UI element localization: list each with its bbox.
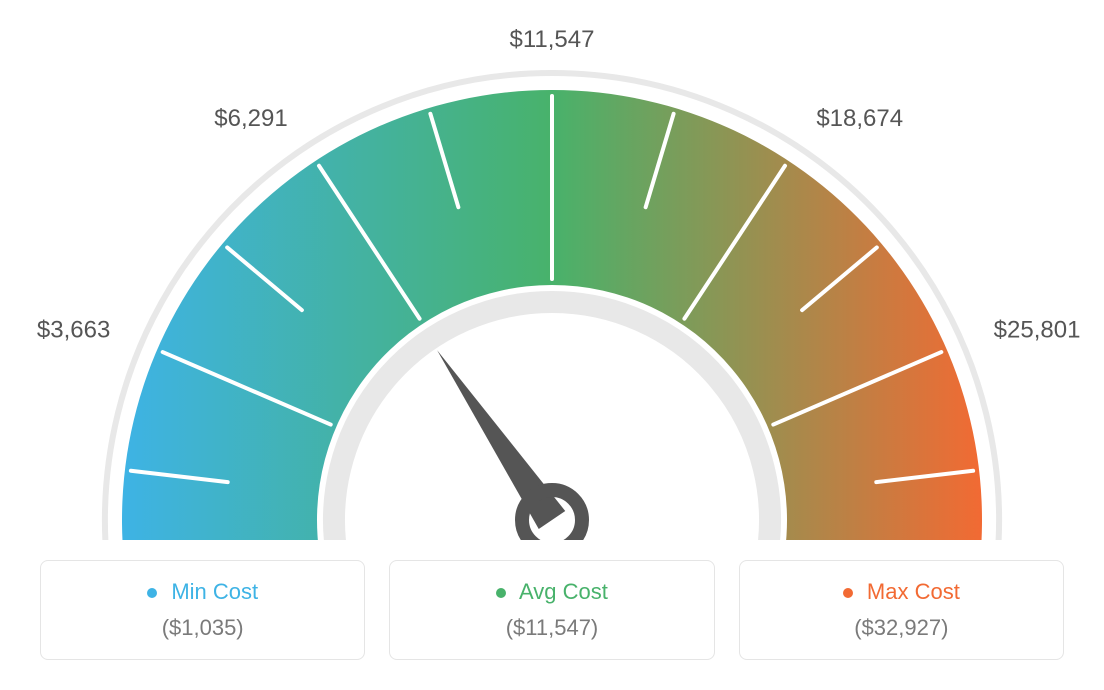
svg-text:$11,547: $11,547 <box>510 26 595 53</box>
legend-max-label: Max Cost <box>752 579 1051 605</box>
legend-avg-label: Avg Cost <box>402 579 701 605</box>
legend-max: Max Cost ($32,927) <box>739 560 1064 660</box>
legend-avg: Avg Cost ($11,547) <box>389 560 714 660</box>
legend-min-label: Min Cost <box>53 579 352 605</box>
legend-max-value: ($32,927) <box>752 615 1051 641</box>
cost-gauge-widget: $1,035$3,663$6,291$11,547$18,674$25,801$… <box>20 20 1084 660</box>
legend-avg-value: ($11,547) <box>402 615 701 641</box>
legend-max-label-text: Max Cost <box>867 579 960 604</box>
dot-icon <box>496 588 506 598</box>
svg-text:$6,291: $6,291 <box>214 105 287 132</box>
legend-min-label-text: Min Cost <box>171 579 258 604</box>
legend-min: Min Cost ($1,035) <box>40 560 365 660</box>
svg-text:$25,801: $25,801 <box>994 316 1081 343</box>
svg-text:$18,674: $18,674 <box>816 105 903 132</box>
legend-min-value: ($1,035) <box>53 615 352 641</box>
legend-row: Min Cost ($1,035) Avg Cost ($11,547) Max… <box>20 560 1084 660</box>
dot-icon <box>147 588 157 598</box>
svg-text:$3,663: $3,663 <box>37 316 110 343</box>
dot-icon <box>843 588 853 598</box>
gauge-chart: $1,035$3,663$6,291$11,547$18,674$25,801$… <box>22 20 1082 540</box>
legend-avg-label-text: Avg Cost <box>519 579 608 604</box>
